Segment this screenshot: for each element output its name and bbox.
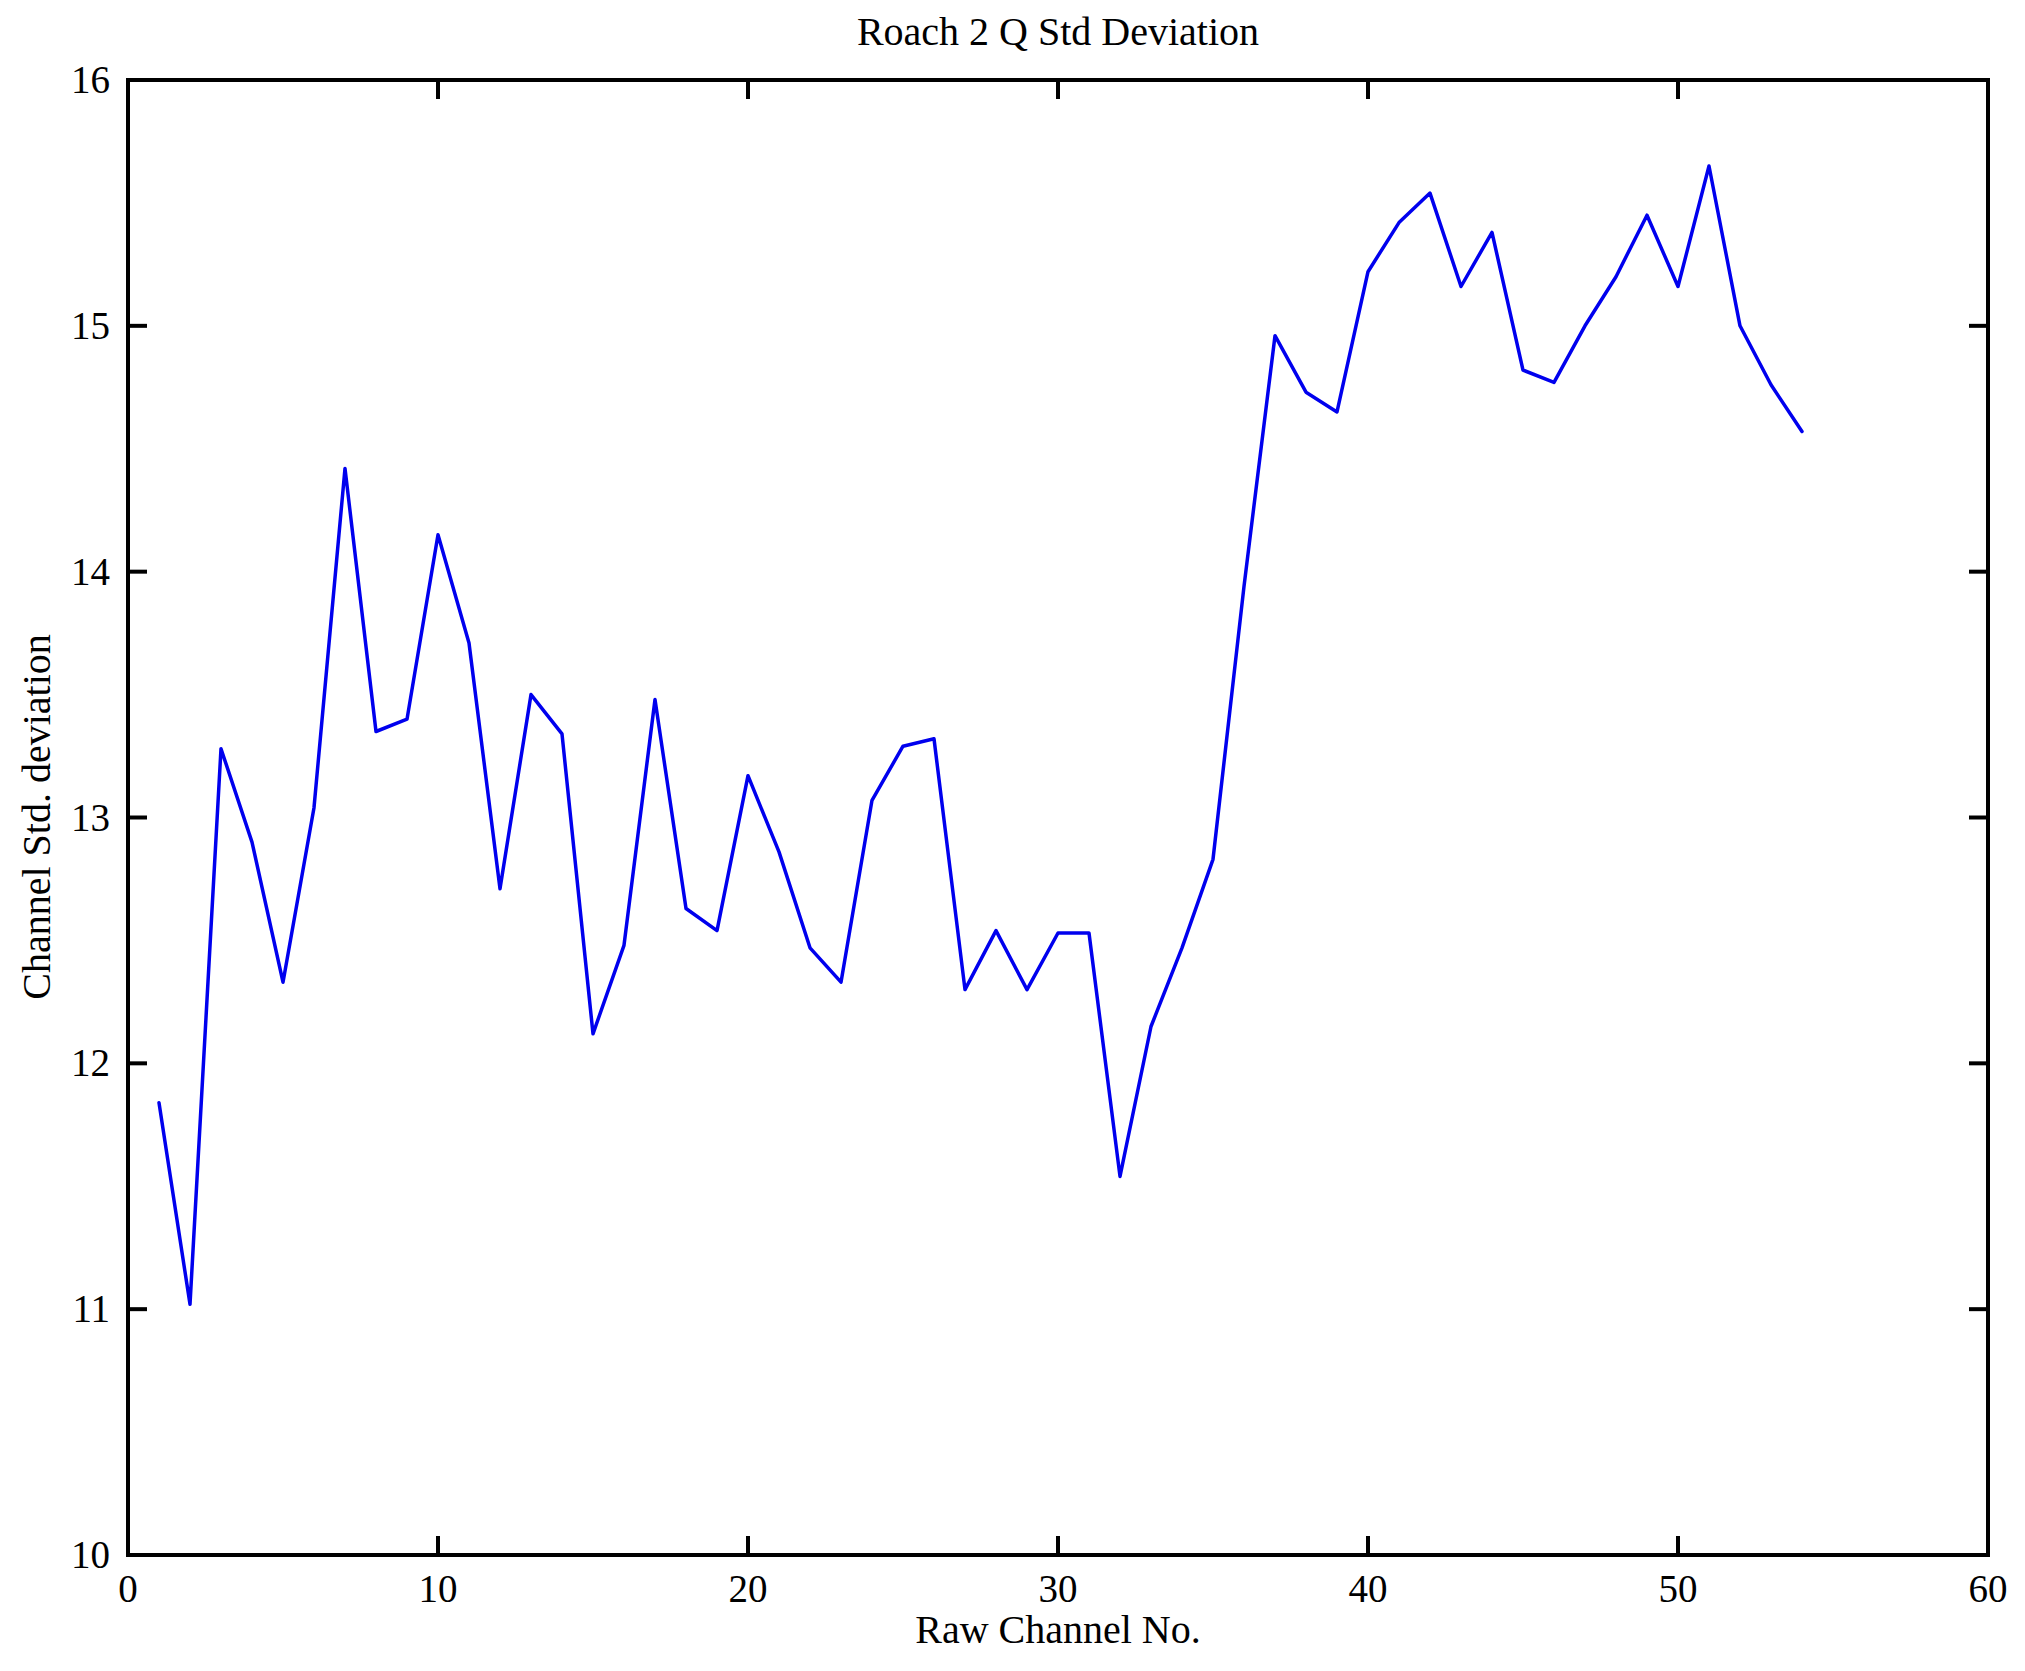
y-tick-label: 10 xyxy=(71,1533,110,1576)
x-tick-label: 60 xyxy=(1969,1567,2008,1610)
y-tick-label: 13 xyxy=(71,796,110,839)
y-tick-label: 16 xyxy=(71,58,110,101)
x-tick-label: 40 xyxy=(1349,1567,1388,1610)
y-tick-label: 12 xyxy=(71,1041,110,1084)
axes-box xyxy=(128,80,1988,1555)
y-tick-label: 14 xyxy=(71,550,110,593)
y-tick-label: 15 xyxy=(71,304,110,347)
figure: 010203040506010111213141516 Roach 2 Q St… xyxy=(0,0,2025,1671)
y-tick-label: 11 xyxy=(72,1287,110,1330)
x-tick-label: 20 xyxy=(729,1567,768,1610)
x-tick-label: 30 xyxy=(1039,1567,1078,1610)
chart-title: Roach 2 Q Std Deviation xyxy=(128,8,1988,55)
y-axis-label: Channel Std. deviation xyxy=(13,634,60,1000)
x-tick-label: 10 xyxy=(419,1567,458,1610)
x-tick-label: 50 xyxy=(1659,1567,1698,1610)
x-axis-label: Raw Channel No. xyxy=(128,1606,1988,1653)
x-tick-label: 0 xyxy=(118,1567,138,1610)
data-line-channel-std-deviation xyxy=(159,166,1802,1304)
plot-canvas: 010203040506010111213141516 xyxy=(0,0,2025,1671)
